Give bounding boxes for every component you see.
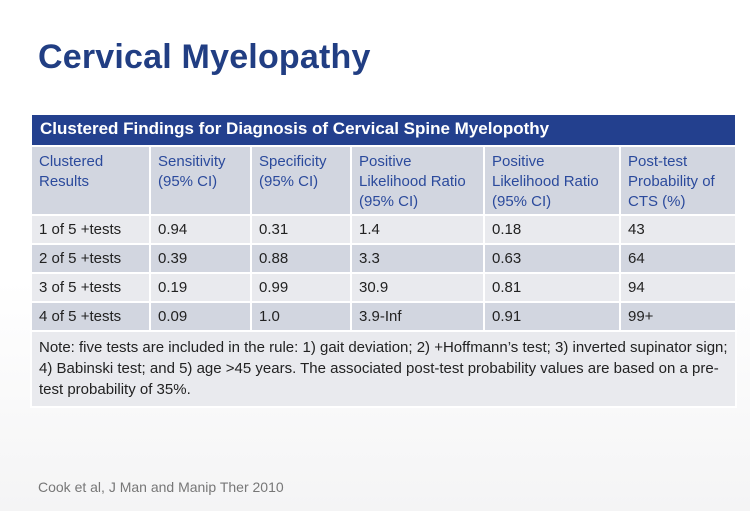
table-cell: 0.31 [250,214,352,245]
table-note-row: Note: five tests are included in the rul… [29,330,738,408]
table-cell: 1.4 [350,214,485,245]
column-header: Specificity (95% CI) [250,145,352,216]
table-cell: 0.91 [483,301,621,332]
table-cell: 0.19 [149,272,252,303]
table-cell: 0.09 [149,301,252,332]
table-row: 1 of 5 +tests 0.94 0.31 1.4 0.18 43 [30,214,738,245]
table-caption: Clustered Findings for Diagnosis of Cerv… [29,113,738,147]
table-cell: 0.18 [483,214,621,245]
findings-table-container: Clustered Findings for Diagnosis of Cerv… [29,113,738,408]
table-row: 2 of 5 +tests 0.39 0.88 3.3 0.63 64 [30,243,738,274]
table-cell: 1 of 5 +tests [30,214,151,245]
table-cell: 0.88 [250,243,352,274]
findings-table: Clustered Findings for Diagnosis of Cerv… [29,113,738,408]
table-cell: 0.81 [483,272,621,303]
column-header: Positive Likelihood Ratio (95% CI) [350,145,485,216]
table-cell: 0.99 [250,272,352,303]
table-cell: 1.0 [250,301,352,332]
column-header: Sensitivity (95% CI) [149,145,252,216]
citation: Cook et al, J Man and Manip Ther 2010 [38,479,284,495]
table-cell: 3.3 [350,243,485,274]
column-header: Clustered Results [30,145,151,216]
column-header: Post-test Probability of CTS (%) [618,145,738,216]
table-cell: 64 [618,243,738,274]
table-cell: 3 of 5 +tests [30,272,151,303]
table-cell: 3.9-Inf [350,301,485,332]
table-cell: 0.63 [483,243,621,274]
table-cell: 43 [618,214,738,245]
table-header-row: Clustered Results Sensitivity (95% CI) S… [30,145,738,216]
column-header: Positive Likelihood Ratio (95% CI) [483,145,621,216]
table-row: 3 of 5 +tests 0.19 0.99 30.9 0.81 94 [30,272,738,303]
table-row: 4 of 5 +tests 0.09 1.0 3.9-Inf 0.91 99+ [30,301,738,332]
table-cell: 4 of 5 +tests [30,301,151,332]
table-cell: 0.39 [149,243,252,274]
slide-title: Cervical Myelopathy [38,38,371,76]
table-cell: 94 [618,272,738,303]
table-cell: 30.9 [350,272,485,303]
table-note: Note: five tests are included in the rul… [29,330,738,408]
table-cell: 99+ [618,301,738,332]
table-cell: 2 of 5 +tests [30,243,151,274]
table-cell: 0.94 [149,214,252,245]
